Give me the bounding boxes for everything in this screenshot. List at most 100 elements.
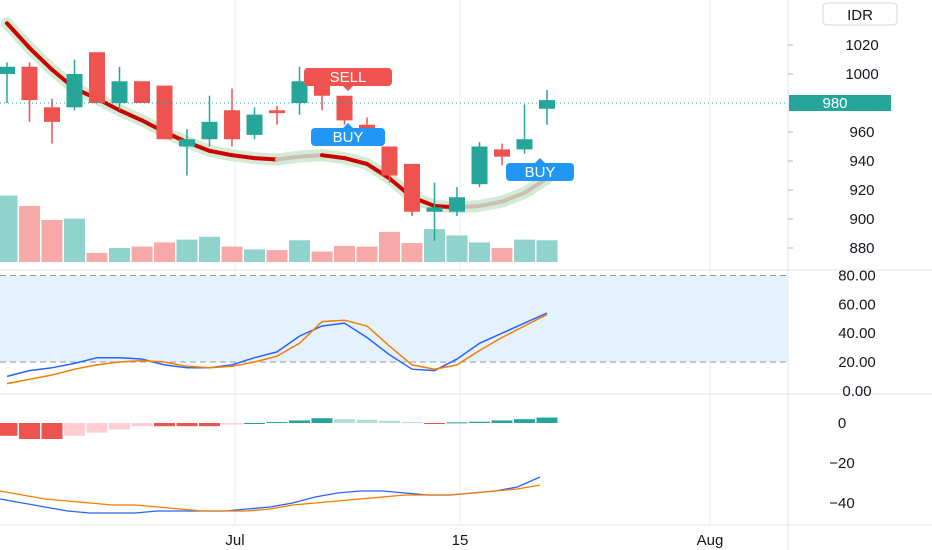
volume-bar bbox=[514, 239, 535, 262]
candle-body bbox=[336, 95, 353, 121]
histogram-bar bbox=[244, 423, 265, 424]
moving-average-segment bbox=[297, 153, 324, 159]
candle-body bbox=[449, 197, 465, 212]
price-axis: 1020 1000 960 940 920 900 880 bbox=[788, 37, 879, 257]
candlestick[interactable] bbox=[156, 85, 173, 140]
oscillator-axis: 0 −20 −40 bbox=[829, 415, 854, 512]
candle-body bbox=[404, 163, 420, 212]
candlestick[interactable] bbox=[269, 105, 285, 125]
candlestick[interactable] bbox=[539, 89, 555, 125]
overbought-oversold-band bbox=[0, 275, 788, 362]
currency-label: IDR bbox=[847, 7, 873, 24]
volume-bars bbox=[0, 195, 558, 262]
volume-bar bbox=[0, 195, 18, 262]
stochastic-tick-label: 40.00 bbox=[838, 325, 876, 342]
candlestick[interactable] bbox=[111, 66, 128, 111]
price-tick-label: 940 bbox=[849, 153, 874, 170]
moving-average-segment bbox=[320, 153, 347, 161]
time-tick-label: Jul bbox=[225, 532, 244, 549]
candle-body bbox=[134, 81, 150, 103]
signal-text: BUY bbox=[525, 164, 556, 181]
price-tick-label: 1020 bbox=[845, 37, 878, 54]
candlestick[interactable] bbox=[291, 66, 308, 115]
histogram-bars bbox=[0, 417, 558, 439]
candlestick[interactable] bbox=[426, 182, 443, 241]
histogram-bar bbox=[131, 423, 153, 427]
moving-average-segment bbox=[27, 45, 54, 72]
candlestick[interactable] bbox=[44, 98, 60, 144]
price-tick-label: 1000 bbox=[845, 66, 878, 83]
candlestick[interactable] bbox=[471, 142, 488, 188]
candlestick[interactable] bbox=[494, 143, 510, 166]
candlestick[interactable] bbox=[449, 187, 465, 217]
candlestick[interactable] bbox=[66, 59, 83, 111]
price-tick-label: 920 bbox=[849, 182, 874, 199]
candlestick[interactable] bbox=[134, 81, 150, 103]
histogram-bar bbox=[176, 423, 198, 427]
stochastic-tick-label: 0.00 bbox=[842, 383, 871, 400]
candle-body bbox=[246, 114, 263, 135]
volume-bar bbox=[266, 250, 288, 262]
signal-badge bbox=[506, 163, 574, 181]
volume-bar bbox=[424, 229, 445, 262]
histogram-bar bbox=[289, 420, 310, 423]
time-tick-label: 15 bbox=[452, 532, 469, 549]
moving-average-segment bbox=[252, 156, 279, 162]
candle-body bbox=[291, 81, 308, 103]
signal-pointer bbox=[343, 86, 353, 91]
stochastic-k-line bbox=[6, 312, 548, 378]
moving-average-segment bbox=[5, 21, 32, 50]
candlestick[interactable] bbox=[89, 52, 105, 103]
volume-bar bbox=[446, 235, 468, 262]
candle-body bbox=[111, 81, 128, 103]
buy-signal-label: BUY bbox=[506, 158, 574, 181]
volume-bar bbox=[221, 246, 243, 262]
candlestick[interactable] bbox=[224, 88, 240, 147]
histogram-bar bbox=[199, 423, 220, 427]
moving-average-segment bbox=[117, 108, 144, 123]
candle-body bbox=[269, 110, 285, 114]
histogram-bar bbox=[401, 422, 423, 424]
histogram-bar bbox=[536, 417, 558, 423]
candlestick[interactable] bbox=[336, 95, 353, 125]
candlestick[interactable] bbox=[201, 95, 218, 147]
oscillator-tick-label: −40 bbox=[829, 495, 854, 512]
volume-bar bbox=[19, 206, 40, 262]
candle-body bbox=[156, 85, 173, 140]
volume-bar bbox=[334, 245, 355, 262]
last-price-badge: 980 bbox=[789, 95, 891, 112]
histogram-bar bbox=[356, 419, 378, 423]
histogram-bar bbox=[491, 420, 513, 423]
oscillator-main-line bbox=[0, 476, 541, 514]
histogram-bar bbox=[154, 423, 175, 427]
volume-bar bbox=[86, 252, 108, 262]
candlestick[interactable] bbox=[381, 146, 398, 183]
price-tick-label: 880 bbox=[849, 240, 874, 257]
volume-bar bbox=[311, 251, 333, 262]
candlesticks bbox=[0, 52, 555, 241]
candlestick[interactable] bbox=[404, 163, 420, 217]
candlestick[interactable] bbox=[516, 104, 533, 154]
currency-selector[interactable]: IDR bbox=[822, 2, 898, 26]
volume-bar bbox=[64, 218, 85, 262]
candle-body bbox=[21, 66, 38, 101]
signal-badge bbox=[311, 128, 385, 146]
histogram-bar bbox=[266, 422, 288, 424]
histogram-bar bbox=[41, 423, 63, 439]
candlestick[interactable] bbox=[246, 107, 263, 140]
buy-signal-label: BUY bbox=[311, 123, 385, 146]
candlestick[interactable] bbox=[0, 62, 15, 103]
stochastic-axis: 80.00 60.00 40.00 20.00 0.00 bbox=[838, 268, 876, 400]
candlestick[interactable] bbox=[21, 62, 38, 122]
time-axis: Jul 15 Aug bbox=[225, 532, 723, 549]
volume-bar bbox=[356, 246, 378, 262]
candle-body bbox=[66, 74, 83, 108]
histogram-bar bbox=[424, 423, 445, 424]
candlestick[interactable] bbox=[179, 129, 195, 176]
candle-body bbox=[224, 110, 240, 140]
oscillator-tick-label: 0 bbox=[838, 415, 846, 432]
histogram-bar bbox=[19, 423, 40, 439]
moving-average-segment bbox=[477, 199, 504, 208]
